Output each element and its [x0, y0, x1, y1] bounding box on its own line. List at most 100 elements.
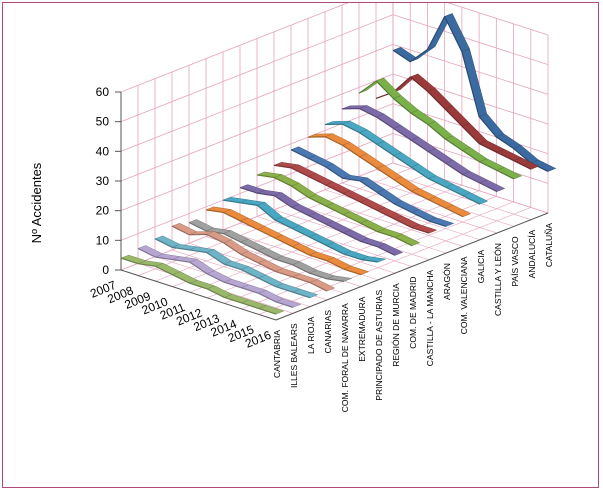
- series-segment: [427, 121, 454, 140]
- series-segment: [427, 88, 453, 110]
- series-segment: [461, 48, 488, 117]
- series-segment: [375, 113, 402, 129]
- series-line: [324, 123, 481, 205]
- series-ribbon: [307, 133, 472, 218]
- y-tick-label: 20: [96, 204, 110, 218]
- series-segment: [206, 249, 233, 265]
- z-tick-label: CATALUÑA: [544, 223, 554, 267]
- series-line: [290, 149, 447, 227]
- series-line: [273, 164, 430, 234]
- series-segment: [444, 105, 471, 127]
- y-tick-label: 60: [96, 85, 110, 99]
- z-tick-label: CASTILLA Y LEÓN: [493, 243, 503, 316]
- gridline-floor-x: [324, 189, 481, 241]
- series-line: [392, 15, 549, 173]
- series-segment: [410, 163, 437, 179]
- series-segment: [376, 164, 403, 180]
- z-tick-label: COM. VALENCIANA: [459, 256, 469, 334]
- y-tick-label: 0: [102, 263, 109, 277]
- series-segment: [444, 135, 471, 151]
- series-ribbon: [120, 254, 285, 315]
- series-ribbon: [222, 196, 387, 263]
- series-line: [307, 136, 464, 218]
- gridline-floor-x: [341, 182, 498, 234]
- series-ribbon: [256, 171, 421, 247]
- y-tick-label: 10: [96, 233, 110, 247]
- y-axis-ticks: 0 10 20 30 40 50 60: [96, 85, 121, 277]
- y-axis-label: Nº Accidentes: [29, 162, 44, 243]
- series-ribbon: [358, 77, 523, 180]
- z-axis-line: [275, 212, 549, 321]
- z-tick-label: COM. DE MADRID: [408, 277, 418, 349]
- series-ribbon: [392, 13, 557, 173]
- series-segment: [410, 136, 437, 152]
- z-tick-label: CANARIAS: [323, 310, 333, 354]
- z-tick-label: LA RIOJA: [306, 316, 316, 354]
- series-line: [137, 247, 294, 308]
- chart-series-group: [120, 13, 557, 315]
- series-ribbon: [188, 219, 353, 282]
- z-tick-label: ARAGÓN: [442, 263, 452, 300]
- series-segment: [478, 113, 505, 138]
- z-tick-label: ANDALUCÍA: [527, 229, 537, 278]
- series-line: [256, 174, 413, 247]
- x-axis-line: [120, 269, 277, 321]
- series-segment: [427, 148, 454, 164]
- series-segment: [495, 133, 522, 149]
- series-segment: [324, 163, 351, 179]
- z-tick-label: PAÍS VASCO: [510, 236, 520, 287]
- series-segment: [444, 159, 471, 175]
- series-ribbon: [171, 222, 336, 292]
- series-line: [358, 80, 515, 180]
- z-tick-label: CASTILLA - LA MANCHA: [425, 269, 435, 366]
- gridline-floor-z: [207, 190, 480, 299]
- series-segment: [410, 109, 437, 125]
- gridline-floor-z: [120, 162, 394, 271]
- z-tick-label: ILLES BALEARS: [289, 323, 299, 388]
- series-segment: [409, 73, 436, 92]
- gridline-floor-x: [256, 216, 413, 267]
- series-segment: [392, 95, 419, 114]
- z-tick-label: REGIÓN DE MURCIA: [391, 283, 401, 367]
- y-tick-label: 30: [96, 174, 110, 188]
- series-line: [239, 187, 396, 256]
- series-line: [222, 199, 379, 263]
- gridline-back-wall: [447, 3, 549, 36]
- chart-frame: 0 10 20 30 40 50 60 2007 2008 2009 2010 2011 2012 20…: [2, 2, 599, 488]
- gridline-floor-z: [224, 196, 497, 304]
- series-segment: [393, 152, 420, 168]
- gridline-floor-x: [290, 202, 447, 254]
- series-ribbon: [324, 120, 489, 205]
- series-ribbon: [137, 245, 302, 308]
- z-axis-ticks: CANTABRIA ILLES BALEARS LA RIOJA CANARIAS CO…: [272, 223, 554, 413]
- series-ribbon: [273, 162, 438, 234]
- y-tick-label: 40: [96, 144, 110, 158]
- series-ribbon: [205, 206, 370, 276]
- gridline-back-wall: [392, 14, 549, 66]
- series-ribbon: [154, 235, 319, 299]
- series-line: [120, 257, 277, 315]
- gridline-floor-z: [258, 207, 531, 315]
- series-ribbon: [375, 73, 540, 170]
- y-tick-label: 50: [96, 115, 110, 129]
- gridline-floor-z: [241, 201, 514, 310]
- series-ribbon: [290, 146, 455, 227]
- z-tick-label: PRINCIPADO DE ASTURIAS: [374, 290, 384, 401]
- series-line: [375, 76, 532, 170]
- z-tick-label: COM. FORAL DE NAVARRA: [340, 303, 350, 412]
- series-line: [154, 238, 311, 299]
- series-segment: [376, 140, 403, 156]
- series-ribbon: [239, 184, 404, 256]
- z-tick-label: EXTREMADURA: [357, 296, 367, 362]
- z-tick-label: CANTABRIA: [272, 330, 282, 378]
- series-segment: [290, 182, 317, 198]
- series-segment: [341, 141, 368, 158]
- series-segment: [359, 153, 386, 169]
- series-line: [205, 209, 362, 276]
- series-line: [341, 107, 498, 193]
- series-line: [171, 225, 328, 292]
- series-segment: [461, 122, 488, 144]
- z-tick-label: GALICIA: [476, 249, 486, 283]
- series-ribbon: [341, 105, 506, 193]
